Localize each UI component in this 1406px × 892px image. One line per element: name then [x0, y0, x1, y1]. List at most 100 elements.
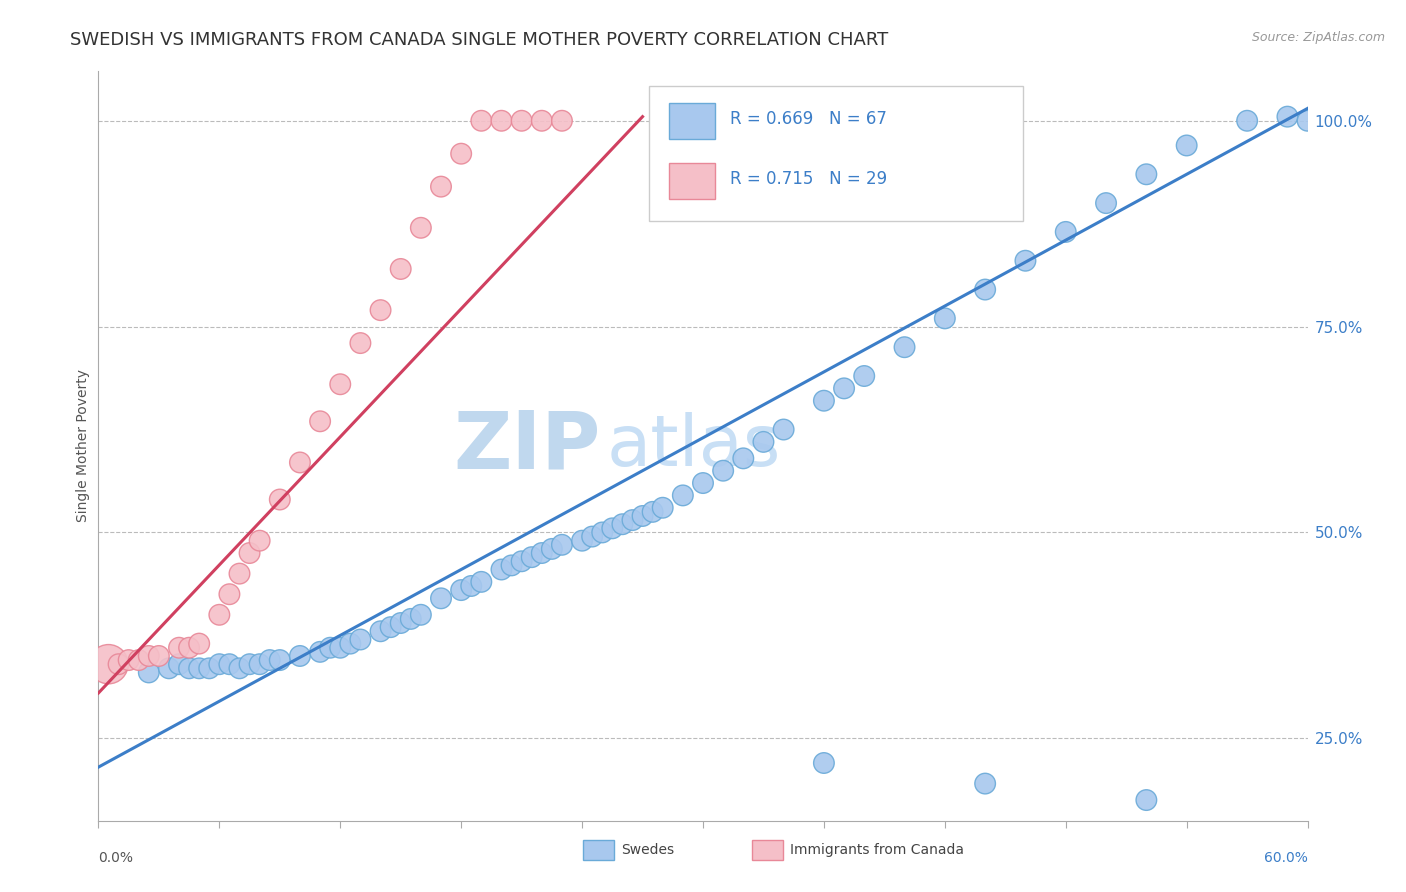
Point — [530, 546, 553, 560]
Point — [491, 562, 513, 576]
Text: Immigrants from Canada: Immigrants from Canada — [790, 843, 965, 857]
Point — [399, 612, 422, 626]
Point — [97, 657, 120, 672]
Point — [591, 525, 613, 540]
Text: SWEDISH VS IMMIGRANTS FROM CANADA SINGLE MOTHER POVERTY CORRELATION CHART: SWEDISH VS IMMIGRANTS FROM CANADA SINGLE… — [70, 31, 889, 49]
Point — [934, 311, 956, 326]
Point — [571, 533, 593, 548]
Point — [612, 517, 634, 532]
Point — [167, 640, 190, 655]
Point — [1175, 138, 1198, 153]
Point — [540, 541, 562, 556]
Point — [319, 640, 342, 655]
Point — [218, 587, 240, 601]
Point — [249, 533, 271, 548]
Point — [389, 262, 412, 277]
Point — [409, 607, 432, 622]
Point — [1095, 196, 1118, 211]
Point — [370, 303, 392, 318]
Point — [672, 488, 695, 502]
Text: R = 0.715   N = 29: R = 0.715 N = 29 — [730, 169, 887, 187]
Point — [602, 521, 624, 535]
Point — [228, 566, 250, 581]
Point — [167, 657, 190, 672]
Point — [349, 336, 371, 351]
Point — [460, 579, 482, 593]
Text: 0.0%: 0.0% — [98, 851, 134, 864]
Point — [470, 113, 492, 128]
Point — [239, 546, 262, 560]
Text: R = 0.669   N = 67: R = 0.669 N = 67 — [730, 110, 886, 128]
Point — [581, 530, 603, 544]
Point — [107, 657, 129, 672]
Point — [752, 434, 775, 449]
Point — [179, 661, 201, 675]
Point — [380, 620, 402, 634]
Point — [1014, 253, 1036, 268]
Point — [198, 661, 221, 675]
Point — [188, 661, 211, 675]
Point — [208, 657, 231, 672]
Point — [288, 455, 311, 469]
Point — [551, 538, 574, 552]
Point — [551, 113, 574, 128]
Point — [711, 464, 734, 478]
Point — [157, 661, 180, 675]
Text: ZIP: ZIP — [453, 407, 600, 485]
Point — [641, 505, 664, 519]
Point — [239, 657, 262, 672]
Point — [329, 377, 352, 392]
Text: Swedes: Swedes — [621, 843, 675, 857]
Point — [259, 653, 281, 667]
Point — [218, 657, 240, 672]
Text: atlas: atlas — [606, 411, 780, 481]
Point — [309, 645, 332, 659]
Point — [510, 554, 533, 568]
FancyBboxPatch shape — [669, 162, 716, 199]
Point — [329, 640, 352, 655]
Point — [288, 648, 311, 663]
Point — [450, 583, 472, 598]
Point — [208, 607, 231, 622]
Point — [813, 393, 835, 408]
Point — [269, 492, 291, 507]
Point — [269, 653, 291, 667]
Point — [430, 591, 453, 606]
Y-axis label: Single Mother Poverty: Single Mother Poverty — [76, 369, 90, 523]
FancyBboxPatch shape — [648, 87, 1024, 221]
Point — [179, 640, 201, 655]
Point — [491, 113, 513, 128]
Point — [893, 340, 915, 354]
Point — [1054, 225, 1077, 239]
Point — [430, 179, 453, 194]
Point — [733, 451, 755, 466]
Point — [370, 624, 392, 639]
Point — [1135, 793, 1157, 807]
Point — [148, 648, 170, 663]
Point — [470, 574, 492, 589]
Point — [832, 381, 855, 395]
Point — [621, 513, 644, 527]
Point — [1135, 167, 1157, 181]
Point — [138, 648, 160, 663]
Point — [772, 423, 794, 437]
Point — [510, 113, 533, 128]
Point — [813, 756, 835, 770]
Point — [349, 632, 371, 647]
Point — [651, 500, 673, 515]
Point — [389, 615, 412, 630]
Point — [692, 476, 714, 491]
Point — [501, 558, 523, 573]
Point — [974, 283, 997, 297]
FancyBboxPatch shape — [669, 103, 716, 139]
Point — [309, 414, 332, 428]
Point — [520, 550, 543, 565]
Point — [853, 369, 876, 384]
Point — [339, 637, 361, 651]
Point — [974, 776, 997, 790]
Point — [1277, 110, 1299, 124]
Point — [249, 657, 271, 672]
Text: Source: ZipAtlas.com: Source: ZipAtlas.com — [1251, 31, 1385, 45]
Point — [631, 508, 654, 523]
Point — [1296, 113, 1319, 128]
